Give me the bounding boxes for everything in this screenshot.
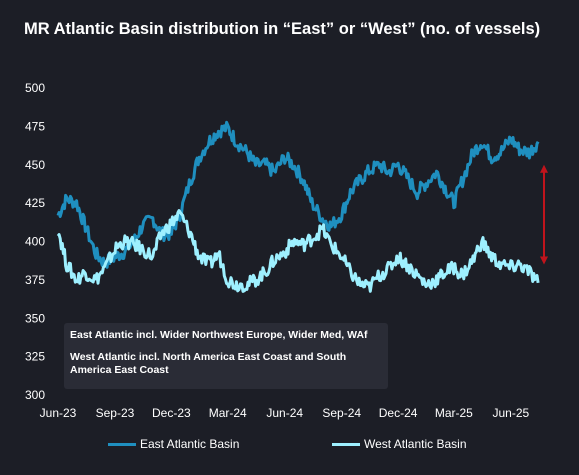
y-tick-label: 475 — [25, 119, 45, 133]
x-axis-ticks: Jun-23 Sep-23 Dec-23 Mar-24 Jun-24 Sep-24 Dec-… — [40, 406, 530, 420]
y-tick-label: 375 — [25, 273, 45, 287]
y-tick-label: 425 — [25, 196, 45, 210]
x-tick-label: Jun-24 — [266, 406, 303, 420]
x-tick-label: Sep-23 — [96, 406, 135, 420]
y-tick-label: 300 — [25, 388, 45, 402]
arrow-annotation — [540, 164, 548, 265]
chart-title: MR Atlantic Basin distribution in “East”… — [24, 20, 541, 38]
chart-note-box: East Atlantic incl. Wider Northwest Euro… — [64, 323, 388, 389]
legend-label-east: East Atlantic Basin — [140, 437, 240, 451]
x-tick-label: Mar-25 — [435, 406, 473, 420]
y-axis-ticks: 500 475 450 425 400 375 350 325 300 — [25, 81, 45, 402]
arrow-head-bottom — [540, 256, 548, 265]
x-tick-label: Jun-25 — [492, 406, 529, 420]
y-tick-label: 400 — [25, 235, 45, 249]
y-tick-label: 325 — [25, 350, 45, 364]
series-line-west — [56, 209, 540, 293]
x-tick-label: Dec-24 — [379, 406, 418, 420]
legend-item-east: East Atlantic Basin — [108, 437, 239, 451]
arrow-head-top — [540, 164, 548, 173]
x-tick-label: Jun-23 — [40, 406, 77, 420]
series-line-east — [56, 120, 540, 269]
legend-item-west: West Atlantic Basin — [332, 437, 467, 451]
note-west: West Atlantic incl. North America East C… — [70, 350, 347, 377]
y-tick-label: 350 — [25, 311, 45, 325]
series-layer — [56, 120, 540, 293]
x-tick-label: Dec-23 — [152, 406, 191, 420]
note-east: East Atlantic incl. Wider Northwest Euro… — [70, 329, 368, 341]
legend-swatch-east — [108, 442, 136, 446]
x-tick-label: Mar-24 — [209, 406, 247, 420]
legend-label-west: West Atlantic Basin — [364, 437, 467, 451]
y-tick-label: 500 — [25, 81, 45, 95]
y-tick-label: 450 — [25, 158, 45, 172]
legend-swatch-west — [332, 442, 360, 446]
x-tick-label: Sep-24 — [322, 406, 361, 420]
